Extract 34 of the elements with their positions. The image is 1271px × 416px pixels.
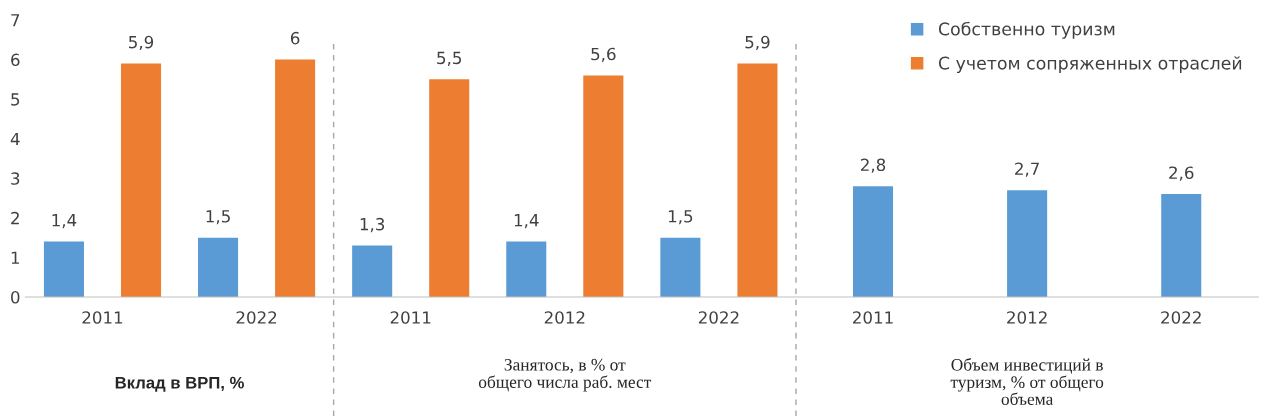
x-tick-label: 2012 [544, 311, 585, 324]
text: Вклад в ВРП, % [115, 376, 244, 392]
data-label: 5,9 [745, 35, 770, 51]
data-label: 2,8 [860, 158, 886, 173]
data-label: 5,9 [129, 35, 154, 51]
x-tick-label: 2011 [390, 311, 431, 324]
x-tick-label: 2011 [82, 311, 123, 324]
data-label: 1,4 [52, 214, 77, 229]
x-tick-label: 2011 [853, 311, 893, 324]
x-tick-label: 2012 [1007, 311, 1047, 324]
data-label: 6 [290, 31, 300, 45]
data-label: 1,4 [514, 214, 539, 229]
data-label: 2,7 [1015, 162, 1039, 177]
x-tick-label: 2022 [1161, 311, 1201, 324]
y-tick-label: 3 [11, 172, 20, 185]
y-tick-label: 2 [11, 211, 19, 225]
data-label: 5,5 [437, 51, 462, 66]
y-tick-label: 7 [11, 14, 20, 27]
y-tick-label: 6 [11, 53, 20, 67]
text: Занятось, в % от общего числа раб. мест [478, 358, 652, 392]
legend-label: Собственно туризм [938, 21, 1115, 39]
y-tick-label: 0 [11, 290, 20, 304]
data-label: 1,3 [360, 217, 385, 233]
data-label: 2,6 [1169, 166, 1194, 181]
data-label: 5,6 [591, 47, 616, 62]
data-label: 1,5 [206, 210, 230, 225]
y-tick-label: 1 [11, 251, 20, 264]
x-tick-label: 2022 [698, 311, 739, 324]
x-tick-label: 2022 [236, 311, 277, 324]
text: Объем инвестиций в туризм, % от общего объема [950, 358, 1104, 405]
y-tick-label: 5 [11, 93, 20, 106]
legend-label: С учетом сопряженных отраслей [938, 56, 1242, 73]
data-label: 1,5 [668, 210, 693, 225]
y-tick-label: 4 [10, 132, 20, 146]
